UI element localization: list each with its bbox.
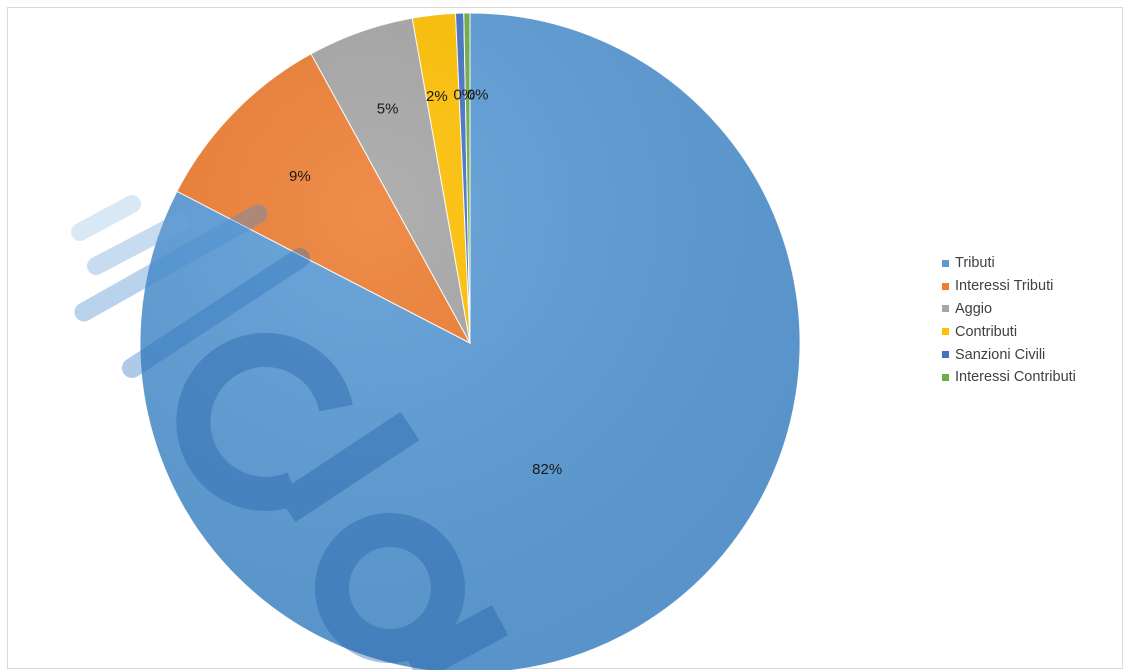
legend-item-interessi-contributi[interactable]: Interessi Contributi bbox=[942, 366, 1122, 389]
legend-label: Contributi bbox=[955, 323, 1018, 340]
legend-item-interessi-tributi[interactable]: Interessi Tributi bbox=[942, 275, 1122, 298]
legend-swatch bbox=[942, 328, 949, 336]
legend-item-aggio[interactable]: Aggio bbox=[942, 298, 1122, 321]
watermark bbox=[71, 195, 509, 670]
data-label-sanzioni-civili: 0% bbox=[453, 87, 475, 104]
legend-item-tributi[interactable]: Tributi bbox=[942, 252, 1122, 275]
legend-swatch bbox=[942, 259, 949, 267]
legend-label: Tributi bbox=[955, 255, 995, 272]
watermark-letters bbox=[176, 332, 509, 670]
legend-label: Interessi Tributi bbox=[955, 278, 1054, 295]
watermark-stripes bbox=[71, 195, 310, 378]
legend-label: Interessi Contributi bbox=[955, 369, 1076, 386]
data-label-contributi: 2% bbox=[426, 88, 448, 105]
legend-label: Sanzioni Civili bbox=[955, 346, 1046, 363]
data-label-interessi-contributi: 0% bbox=[467, 86, 489, 103]
legend-swatch bbox=[942, 282, 949, 290]
legend: Tributi Interessi Tributi Aggio Contributi S… bbox=[942, 252, 1122, 389]
data-label-tributi: 82% bbox=[532, 461, 562, 478]
legend-item-sanzioni-civili[interactable]: Sanzioni Civili bbox=[942, 343, 1122, 366]
legend-swatch bbox=[942, 305, 949, 313]
data-label-aggio: 5% bbox=[377, 101, 399, 118]
legend-swatch bbox=[942, 373, 949, 381]
legend-swatch bbox=[942, 351, 949, 359]
data-label-interessi-tributi: 9% bbox=[289, 168, 311, 185]
legend-item-contributi[interactable]: Contributi bbox=[942, 320, 1122, 343]
legend-label: Aggio bbox=[955, 300, 993, 317]
data-labels: 82% 9% 5% 2% 0%0% bbox=[289, 86, 562, 477]
